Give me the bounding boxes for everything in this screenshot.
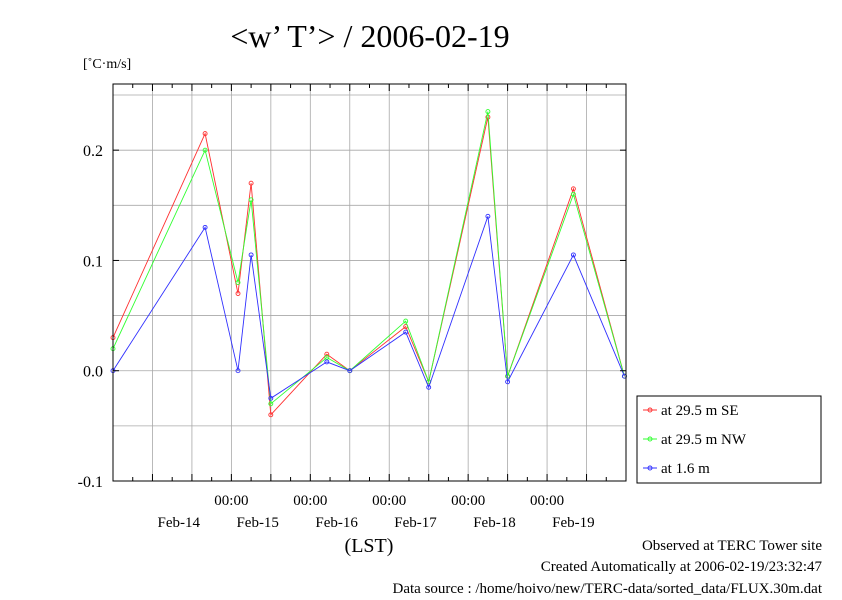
data-point <box>268 401 274 407</box>
x-tick-label: 00:00 <box>214 493 248 509</box>
data-point <box>485 109 491 115</box>
x-day-label: Feb-16 <box>315 515 358 531</box>
legend-label: at 1.6 m <box>661 461 710 477</box>
y-tick-label: 0.2 <box>83 143 103 160</box>
legend-label: at 29.5 m SE <box>661 403 739 419</box>
data-point <box>248 252 254 258</box>
data-point <box>202 147 208 153</box>
data-point <box>347 368 353 374</box>
legend-marker <box>647 407 653 413</box>
data-point <box>268 395 274 401</box>
y-tick-label: -0.1 <box>78 474 103 491</box>
y-unit-label: [˚C·m/s] <box>83 57 131 72</box>
legend-marker <box>647 436 653 442</box>
plot-frame <box>112 83 627 482</box>
grid-lines <box>113 84 626 482</box>
series-layer <box>110 109 627 418</box>
data-point <box>426 384 432 390</box>
footer-created: Created Automatically at 2006-02-19/23:3… <box>541 559 823 575</box>
x-day-label: Feb-18 <box>473 515 516 531</box>
series-line <box>112 111 625 405</box>
data-point <box>235 368 241 374</box>
data-point <box>324 351 330 357</box>
chart-title: <w’ T’> / 2006-02-19 <box>230 18 509 54</box>
data-point <box>403 329 409 335</box>
x-day-label: Feb-17 <box>394 515 437 531</box>
data-point <box>570 252 576 258</box>
data-point <box>570 191 576 197</box>
x-day-label: Feb-19 <box>552 515 595 531</box>
series-line <box>112 216 625 400</box>
x-day-label: Feb-15 <box>236 515 279 531</box>
data-point <box>505 379 511 385</box>
legend-marker <box>647 465 653 471</box>
legend: at 29.5 m SE at 29.5 m NW at 1.6 m <box>636 395 822 484</box>
y-tick-label: 0.0 <box>83 364 103 381</box>
data-point <box>570 186 576 192</box>
data-point <box>235 291 241 296</box>
data-point <box>202 131 208 137</box>
y-tick-label: 0.1 <box>83 253 103 270</box>
series-1 <box>110 114 627 418</box>
footer-source: Data source : /home/hoivo/new/TERC-data/… <box>393 581 823 595</box>
x-tick-label: 00:00 <box>372 493 406 509</box>
x-tick-label: 00:00 <box>293 493 327 509</box>
series-3 <box>110 213 627 401</box>
x-tick-label: 00:00 <box>451 493 485 509</box>
data-point <box>202 224 208 230</box>
data-point <box>324 359 330 365</box>
legend-box <box>636 395 822 484</box>
legend-label: at 29.5 m NW <box>661 432 747 448</box>
x-day-label: Feb-14 <box>158 515 201 531</box>
data-point <box>485 213 491 219</box>
footer-observed: Observed at TERC Tower site <box>642 538 822 554</box>
data-point <box>235 280 241 285</box>
x-tick-label: 00:00 <box>530 493 564 509</box>
axis-labels: -0.1 0.0 0.1 0.2 00:00 00:00 00:00 00:00 00:00 Fe… <box>78 84 626 531</box>
data-point <box>268 412 274 418</box>
data-point <box>248 180 254 186</box>
x-axis-label: (LST) <box>345 535 394 557</box>
data-point <box>248 197 254 203</box>
data-point <box>403 318 409 324</box>
